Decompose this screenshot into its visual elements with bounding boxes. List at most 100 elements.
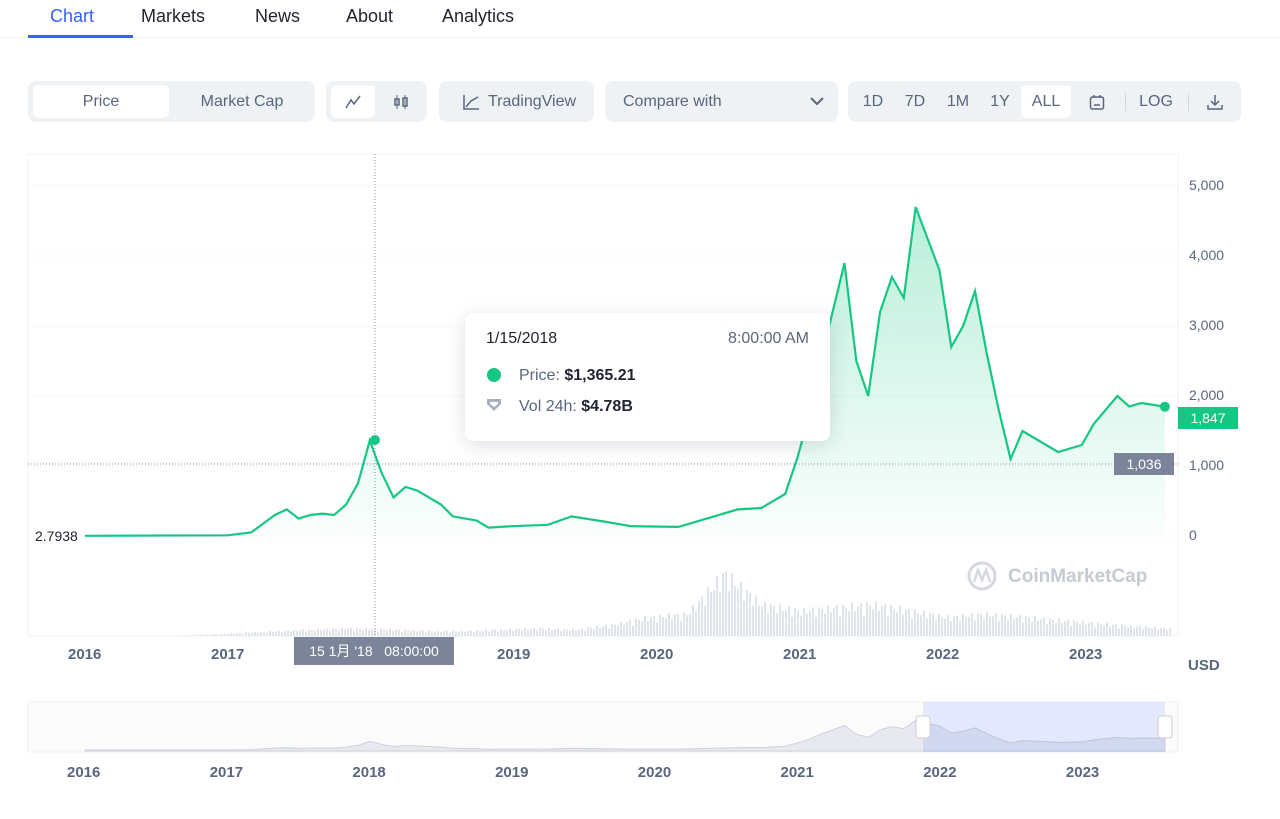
volume-bar [644,616,646,636]
volume-bar [1094,627,1096,636]
volume-bar [215,634,217,636]
volume-bar [854,611,856,636]
volume-bar [923,610,925,636]
volume-bar [350,627,352,636]
volume-bar [1100,624,1102,636]
volume-bar [740,581,742,636]
volume-bar [335,628,337,636]
volume-bar [458,631,460,636]
currency-unit: USD [1188,657,1220,674]
volume-bar [1031,621,1033,636]
volume-bar [566,629,568,636]
navigator-selection[interactable] [923,702,1165,752]
volume-bar [311,629,313,636]
tab-chart[interactable]: Chart [50,6,95,26]
volume-bar [1166,630,1168,636]
tab-analytics[interactable]: Analytics [442,6,515,26]
volume-bar [896,612,898,636]
navigator-tick-label: 2019 [495,764,529,781]
volume-bar [746,589,748,636]
volume-bar [761,606,763,636]
range-1d[interactable]: 1D [862,92,884,110]
tradingview-button[interactable]: TradingView [439,81,594,122]
volume-bar [353,630,355,636]
tooltip: 1/15/2018 8:00:00 AM Price: $1,365.21 Vo… [465,313,830,441]
volume-bar [815,617,817,636]
volume-bar [197,634,199,636]
volume-bar [1004,615,1006,636]
volume-bar [434,631,436,636]
volume-bar [416,631,418,636]
volume-bar [194,635,196,636]
volume-bar [482,630,484,636]
x-tick-label: 2023 [1069,646,1103,663]
volume-bar [599,627,601,636]
tab-news[interactable]: News [255,6,301,26]
volume-bar [581,628,583,636]
volume-bar [365,628,367,636]
volume-bar [410,631,412,636]
volume-bar [545,630,547,636]
volume-bar [527,629,529,636]
log-button[interactable]: LOG [1139,92,1173,110]
volume-bar [704,605,706,636]
volume-bar [1157,629,1159,636]
navigator-right-handle[interactable] [1157,715,1173,739]
volume-bar [1079,624,1081,636]
volume-bar [230,633,232,636]
volume-bar [356,628,358,636]
volume-bar [440,631,442,636]
calendar-icon[interactable] [1080,85,1114,118]
volume-bar [1076,621,1078,636]
volume-bar [731,573,733,636]
download-icon[interactable] [1198,85,1232,118]
volume-bar [698,600,700,636]
volume-bar [368,630,370,636]
volume-bar [188,635,190,636]
chevron-down-icon [810,97,824,106]
volume-bar [509,628,511,636]
volume-bar [701,596,703,636]
volume-bar [848,611,850,636]
volume-bar [1058,618,1060,636]
line-chart-icon[interactable] [331,85,375,118]
volume-bar [995,612,997,636]
volume-bar [1169,627,1171,636]
compare-with-select[interactable]: Compare with [605,81,838,122]
volume-bar [1115,624,1117,636]
tab-markets[interactable]: Markets [141,6,206,26]
navigator-left-handle[interactable] [915,715,931,739]
volume-bar [1022,622,1024,636]
volume-bar [392,630,394,636]
volume-bar [488,631,490,636]
candlestick-icon[interactable] [379,85,423,118]
volume-bar [452,630,454,636]
volume-bar [671,619,673,636]
volume-bar [947,615,949,636]
range-1y[interactable]: 1Y [990,92,1010,110]
volume-bar [791,617,793,636]
market-cap-button[interactable]: Market Cap [200,92,284,110]
current-price-tag: 1,847 [1178,407,1238,429]
volume-bar [650,617,652,636]
volume-bar [584,630,586,636]
tradingview-icon [463,94,479,110]
volume-bar [1127,627,1129,636]
range-7d[interactable]: 7D [904,92,926,110]
volume-bar [1055,622,1057,636]
volume-bar [977,613,979,636]
tab-about[interactable]: About [346,6,394,26]
range-1m[interactable]: 1M [946,92,970,110]
volume-bar [233,633,235,636]
volume-bar [530,629,532,636]
volume-bar [191,635,193,636]
navigator[interactable] [27,701,1179,753]
volume-bar [521,630,523,636]
volume-bar [284,630,286,636]
volume-bar [575,630,577,636]
volume-value: $4.78B [581,398,633,415]
range-all[interactable]: ALL [1021,85,1071,118]
volume-bar [425,632,427,636]
price-button[interactable]: Price [33,85,169,118]
